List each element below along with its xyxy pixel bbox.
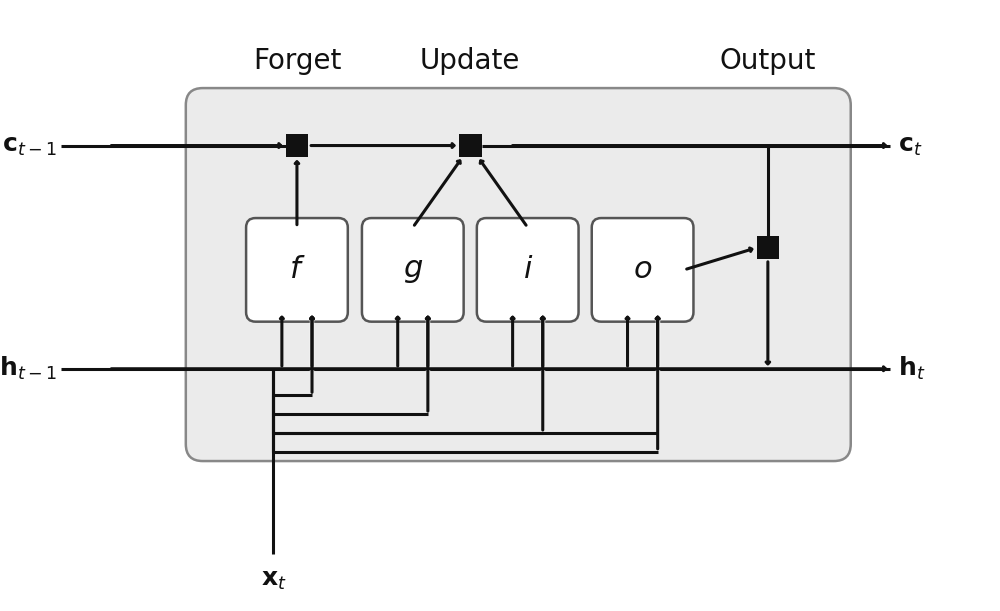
FancyBboxPatch shape [246, 218, 348, 321]
Bar [757, 236, 779, 259]
Text: Output: Output [720, 47, 816, 75]
Text: $\mathbf{c}_t$: $\mathbf{c}_t$ [898, 134, 922, 158]
Text: $\mathbf{x}_t$: $\mathbf{x}_t$ [261, 568, 286, 593]
Text: $i$: $i$ [523, 254, 533, 285]
FancyBboxPatch shape [477, 218, 579, 321]
Bar [286, 134, 308, 157]
Text: $o$: $o$ [633, 254, 652, 285]
FancyBboxPatch shape [592, 218, 693, 321]
Text: $f$: $f$ [289, 254, 305, 285]
Text: $\mathbf{h}_{t-1}$: $\mathbf{h}_{t-1}$ [0, 355, 57, 382]
Text: $g$: $g$ [403, 254, 423, 285]
FancyBboxPatch shape [186, 88, 851, 461]
Text: $\mathbf{c}_{t-1}$: $\mathbf{c}_{t-1}$ [2, 134, 57, 158]
FancyBboxPatch shape [362, 218, 464, 321]
Text: Update: Update [420, 47, 520, 75]
Text: $\mathbf{h}_t$: $\mathbf{h}_t$ [898, 355, 925, 382]
Bar [459, 134, 482, 157]
Text: Forget: Forget [253, 47, 341, 75]
